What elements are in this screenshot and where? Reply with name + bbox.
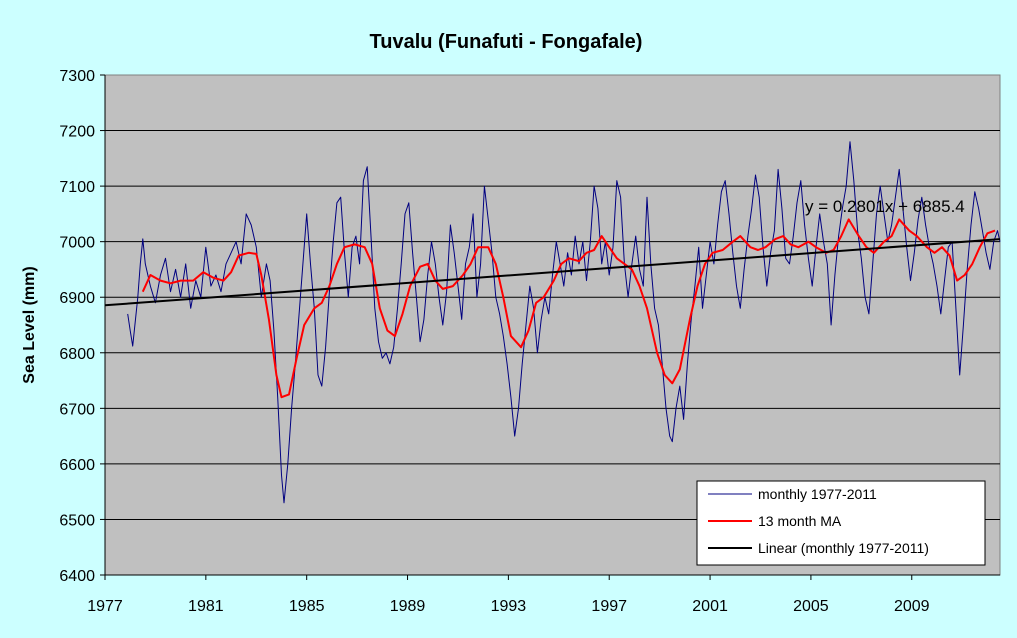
legend: monthly 1977-2011 13 month MA Linear (mo…: [697, 481, 985, 565]
x-tick-label: 1993: [491, 598, 527, 615]
y-tick-label: 6900: [59, 290, 95, 307]
x-tick-label: 2005: [793, 598, 829, 615]
x-tick-label: 2009: [894, 598, 930, 615]
y-axis-label: Sea Level (mm): [21, 266, 38, 383]
x-axis-ticks: 1977 1981 1985 1989 1993 1997 2001 2005 2009: [87, 575, 1000, 615]
legend-label-ma: 13 month MA: [758, 513, 842, 529]
x-tick-label: 1997: [591, 598, 627, 615]
y-tick-label: 6700: [59, 401, 95, 418]
y-tick-label: 6500: [59, 512, 95, 529]
y-tick-label: 7000: [59, 235, 95, 252]
x-tick-label: 1989: [390, 598, 426, 615]
x-tick-label: 1985: [289, 598, 325, 615]
y-tick-label: 7100: [59, 179, 95, 196]
legend-label-monthly: monthly 1977-2011: [758, 486, 877, 502]
x-tick-label: 1981: [188, 598, 224, 615]
y-tick-label: 6400: [59, 568, 95, 585]
y-tick-label: 6600: [59, 457, 95, 474]
chart-title: Tuvalu (Funafuti - Fongafale): [370, 31, 643, 53]
trendline-equation: y = 0.2801x + 6885.4: [805, 197, 965, 216]
legend-label-linear: Linear (monthly 1977-2011): [758, 540, 929, 556]
y-tick-label: 6800: [59, 346, 95, 363]
y-tick-label: 7300: [59, 68, 95, 85]
x-tick-label: 2001: [692, 598, 728, 615]
y-axis-ticks: 6400 6500 6600 6700 6800 6900 7000 7100 7200 7300: [59, 68, 105, 585]
y-tick-label: 7200: [59, 124, 95, 141]
x-tick-label: 1977: [87, 598, 123, 615]
